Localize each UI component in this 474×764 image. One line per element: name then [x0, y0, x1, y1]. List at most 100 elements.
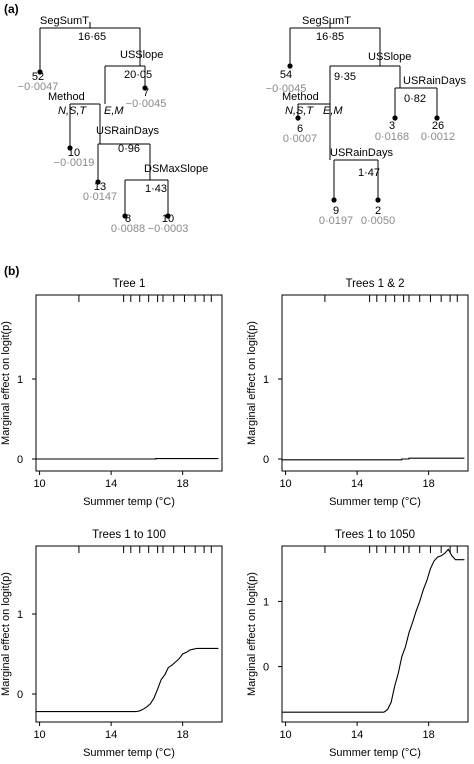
plot-frame — [281, 545, 469, 723]
y-tick-label: 1 — [263, 374, 269, 386]
tree-leaf-dot — [165, 213, 171, 219]
plot-frame — [281, 294, 469, 472]
series-line — [282, 457, 465, 461]
split-label: USRainDays — [96, 125, 159, 137]
leaf-value: 0·0168 — [375, 131, 409, 143]
leaf-value: −0·0045 — [126, 98, 167, 110]
tree-leaf-dot — [434, 115, 440, 121]
split-improvement: 1·47 — [358, 167, 380, 179]
x-tick-label: 10 — [279, 729, 291, 741]
chart-3: Trees 1 to 100 10 14 18 0 1 Summer temp (°C) Ma… — [0, 529, 223, 759]
y-tick-label: 0 — [17, 689, 23, 701]
leaf-count: 10 — [162, 213, 174, 225]
leaf-count: 13 — [94, 181, 106, 193]
panel-label-a: (a) — [4, 2, 19, 16]
chart-title: Trees 1 & 2 — [345, 278, 404, 290]
x-tick-label: 18 — [423, 729, 435, 741]
split-improvement: 9·35 — [334, 71, 356, 83]
tree-leaf-dot — [375, 197, 381, 203]
leaf-count: 3 — [389, 120, 395, 132]
leaf-count: 9 — [333, 205, 339, 217]
tree-leaf-dot — [287, 63, 293, 69]
x-tick-label: 14 — [351, 729, 363, 741]
split-label: USSlope — [120, 49, 163, 61]
regression-trees: 52−0·0047 7−0·004510−0·0019130·014780·008… — [18, 15, 467, 235]
split-improvement: 20·05 — [124, 69, 152, 81]
y-tick-label: 0 — [17, 454, 23, 466]
tree-leaf-dot — [142, 85, 148, 91]
leaf-count: 6 — [297, 123, 303, 135]
chart-4: Trees 1 to 1050 10 14 18 0 1 Summer temp (°C) M… — [246, 529, 469, 759]
leaf-count: 8 — [125, 213, 131, 225]
x-axis-label: Summer temp (°C) — [329, 747, 421, 759]
chart-2: Trees 1 & 2 10 14 18 0 1 Summer temp (°C) Margi… — [246, 278, 469, 508]
tree-leaf-dot — [37, 69, 43, 75]
x-tick-label: 14 — [105, 729, 117, 741]
tree-leaf-dot — [67, 145, 73, 151]
y-tick-label: 1 — [17, 374, 23, 386]
leaf-value: −0·0003 — [148, 223, 189, 235]
x-axis-label: Summer temp (°C) — [83, 496, 175, 508]
plot-frame — [35, 294, 223, 472]
split-left-levels: N,S,T — [58, 105, 87, 117]
panel-label-b: (b) — [4, 264, 20, 278]
tree-leaf-dot — [392, 115, 398, 121]
tree-1: 52−0·0047 7−0·004510−0·0019130·014780·008… — [18, 15, 209, 235]
split-right-levels: E,M — [104, 105, 124, 117]
leaf-count: 26 — [432, 120, 444, 132]
chart-title: Tree 1 — [113, 278, 146, 290]
x-tick-label: 10 — [279, 478, 291, 490]
leaf-value: 0·0088 — [111, 223, 145, 235]
x-tick-label: 18 — [177, 478, 189, 490]
leaf-count: 10 — [68, 147, 80, 159]
split-improvement: 1·43 — [145, 183, 167, 195]
split-improvement: 16·85 — [316, 31, 344, 43]
chart-title: Trees 1 to 100 — [92, 529, 166, 541]
leaf-value: −0·0047 — [18, 81, 59, 93]
split-left-levels: N,S,T — [285, 105, 314, 117]
series-line — [282, 548, 465, 713]
x-axis-label: Summer temp (°C) — [329, 496, 421, 508]
y-axis-label: Marginal effect on logit(p) — [0, 321, 12, 445]
chart-1: Tree 1 10 14 18 0 1 Summer temp (°C) Marginal e… — [0, 278, 223, 508]
chart-title: Trees 1 to 1050 — [335, 529, 415, 541]
leaf-value: −0·0019 — [54, 157, 95, 169]
y-axis-label: Marginal effect on logit(p) — [246, 572, 258, 696]
tree-leaf-dot — [95, 179, 101, 185]
leaf-count: 54 — [280, 69, 292, 81]
split-label: USRainDays — [403, 75, 466, 87]
x-axis-label: Summer temp (°C) — [83, 747, 175, 759]
y-tick-label: 1 — [17, 609, 23, 621]
x-tick-label: 10 — [33, 729, 45, 741]
x-tick-label: 18 — [423, 478, 435, 490]
y-axis-label: Marginal effect on logit(p) — [246, 321, 258, 445]
x-tick-label: 14 — [351, 478, 363, 490]
leaf-count: 2 — [375, 205, 381, 217]
leaf-value: 0·0197 — [319, 215, 353, 227]
tree-leaf-dot — [295, 115, 301, 121]
leaf-count: 52 — [32, 71, 44, 83]
leaf-value: 0·0050 — [361, 215, 395, 227]
leaf-value: 0·0007 — [283, 133, 317, 145]
leaf-count: 7 — [143, 87, 149, 99]
split-right-levels: E,M — [323, 105, 343, 117]
leaf-value: −0·0045 — [266, 83, 307, 95]
split-improvement: 0·82 — [404, 93, 426, 105]
split-label: USSlope — [368, 51, 411, 63]
split-improvement: 0·96 — [118, 143, 140, 155]
leaf-value: 0·0012 — [421, 131, 455, 143]
x-tick-label: 18 — [177, 729, 189, 741]
leaf-value: 0·0147 — [83, 191, 117, 203]
split-improvement: 16·65 — [78, 31, 106, 43]
split-label: USRainDays — [330, 147, 393, 159]
split-label: Method — [48, 91, 85, 103]
x-tick-label: 10 — [33, 478, 45, 490]
y-axis-label: Marginal effect on logit(p) — [0, 572, 12, 696]
tree-leaf-dot — [331, 197, 337, 203]
y-tick-label: 0 — [263, 454, 269, 466]
y-tick-label: 0 — [263, 662, 269, 674]
split-label: SegSumT — [302, 15, 351, 27]
split-label: SegSumT — [40, 15, 89, 27]
